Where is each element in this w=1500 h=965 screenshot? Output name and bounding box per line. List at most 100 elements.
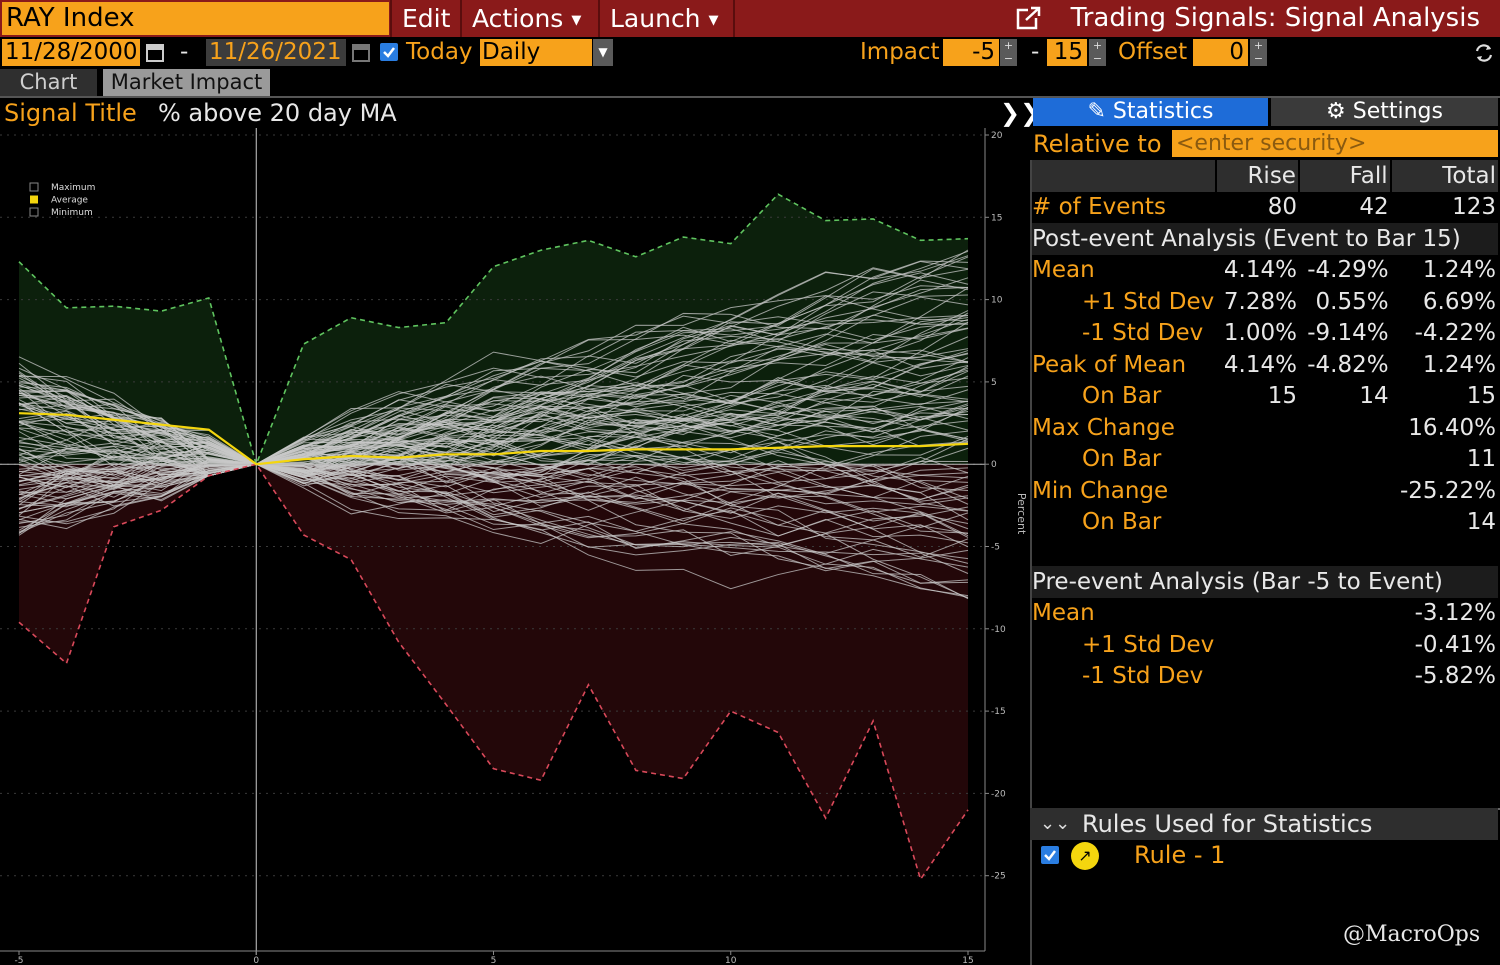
app-title: Trading Signals: Signal Analysis xyxy=(1070,3,1480,33)
fall-value xyxy=(1299,412,1391,444)
event-path-line xyxy=(18,457,969,597)
event-path-line xyxy=(18,402,969,489)
y-tick-label: -15 xyxy=(991,707,1006,717)
table-row: On Bar 11 xyxy=(1030,444,1498,476)
tab-market-impact[interactable]: Market Impact xyxy=(103,69,270,96)
event-path-line xyxy=(18,445,969,574)
table-row: On Bar 15 14 15 xyxy=(1030,381,1498,413)
y-tick-label: 10 xyxy=(991,296,1003,306)
impact-from-input[interactable]: -5 xyxy=(943,39,999,66)
calendar-icon[interactable] xyxy=(352,42,370,62)
today-checkbox[interactable] xyxy=(380,43,398,61)
column-header-total: Total xyxy=(1389,160,1498,192)
tab-settings[interactable]: ⚙ Settings xyxy=(1271,98,1498,126)
rise-value xyxy=(1216,475,1299,507)
table-row: Mean 4.14% -4.29% 1.24% xyxy=(1030,255,1498,287)
chevron-down-icon[interactable]: ⌄⌄ xyxy=(1040,813,1071,834)
checkmark-icon xyxy=(1044,850,1056,861)
start-date-input[interactable]: 11/28/2000 xyxy=(2,39,140,66)
refresh-icon[interactable] xyxy=(1473,42,1495,64)
event-path-line xyxy=(18,345,969,465)
market-impact-chart: 20 15 10 5 0 -5 -10 -15 -20 -25 Percent -5 0 5 10 15 Max… xyxy=(0,128,1028,965)
event-path-line xyxy=(18,445,969,572)
impact-to-input[interactable]: 15 xyxy=(1047,39,1087,66)
event-path-line xyxy=(18,431,969,555)
table-header-row: Rise Fall Total xyxy=(1030,160,1498,192)
table-row: Max Change 16.40% xyxy=(1030,412,1498,444)
tab-statistics-label: Statistics xyxy=(1112,99,1214,124)
event-path-line xyxy=(18,272,969,488)
legend-label: Average xyxy=(51,196,88,206)
row-label: +1 Std Dev xyxy=(1082,631,1215,658)
impact-from-stepper[interactable]: + − xyxy=(1000,39,1017,66)
relative-security-input[interactable]: <enter security> xyxy=(1172,130,1498,157)
row-label: -1 Std Dev xyxy=(1082,663,1204,690)
launch-menu[interactable]: Launch ▼ xyxy=(600,0,729,37)
edit-menu[interactable]: Edit xyxy=(392,0,460,37)
signal-title-value: % above 20 day MA xyxy=(158,99,397,127)
tab-chart[interactable]: Chart xyxy=(0,69,97,96)
end-date-input[interactable]: 11/26/2021 xyxy=(206,39,346,66)
gear-icon: ⚙ xyxy=(1326,99,1346,124)
launch-menu-label: Launch xyxy=(610,4,701,33)
header-blank xyxy=(1030,160,1217,192)
fall-value xyxy=(1299,598,1391,630)
rules-header: Rules Used for Statistics xyxy=(1030,808,1498,840)
row-label: Max Change xyxy=(1032,414,1175,441)
fall-value xyxy=(1299,444,1391,476)
actions-menu[interactable]: Actions ▼ xyxy=(462,0,591,37)
event-path-line xyxy=(18,413,969,525)
event-path-line xyxy=(18,380,969,502)
event-path-line xyxy=(18,455,969,530)
y-tick-label: -10 xyxy=(991,625,1006,635)
total-value: -0.41% xyxy=(1414,631,1496,658)
event-path-line xyxy=(18,352,969,465)
event-path-line xyxy=(18,328,969,465)
event-path-line xyxy=(18,394,969,507)
total-value: 1.24% xyxy=(1422,351,1496,378)
calendar-icon[interactable] xyxy=(146,42,164,62)
offset-stepper[interactable]: + − xyxy=(1250,39,1267,66)
section-header-row: Post-event Analysis (Event to Bar 15) xyxy=(1030,223,1498,255)
event-path-line xyxy=(18,458,969,537)
y-axis-label: Percent xyxy=(1015,493,1028,535)
event-path-line xyxy=(18,314,969,469)
legend-swatch xyxy=(29,207,39,217)
row-label: -1 Std Dev xyxy=(1082,320,1204,347)
relative-to-label: Relative to xyxy=(1033,130,1162,158)
fall-value: -9.14% xyxy=(1307,320,1389,347)
rule-checkbox[interactable] xyxy=(1041,846,1059,864)
event-path-line xyxy=(18,459,969,584)
rise-value: 7.28% xyxy=(1223,288,1297,315)
frequency-select[interactable]: Daily xyxy=(480,39,592,66)
external-window-icon[interactable] xyxy=(1016,6,1042,30)
offset-input[interactable]: 0 xyxy=(1193,39,1248,66)
rise-value xyxy=(1216,629,1299,661)
maximum-series-line xyxy=(18,193,969,467)
total-value: 14 xyxy=(1466,509,1496,536)
rule-label[interactable]: Rule - 1 xyxy=(1134,841,1226,869)
post-event-rows: Mean 4.14% -4.29% 1.24% +1 Std Dev 7.28% 0.55%… xyxy=(1030,255,1498,539)
event-path-line xyxy=(18,416,969,492)
table-row: -1 Std Dev 1.00% -9.14% -4.22% xyxy=(1030,318,1498,350)
date-separator: - xyxy=(180,39,189,65)
tab-statistics[interactable]: ✎ Statistics xyxy=(1033,98,1268,126)
rule-signal-icon[interactable]: ↗ xyxy=(1071,842,1099,870)
panel-divider xyxy=(1030,160,1032,965)
event-path-line xyxy=(18,250,969,493)
fall-value: 0.55% xyxy=(1315,288,1389,315)
dropdown-icon[interactable]: ▼ xyxy=(593,39,613,66)
caret-down-icon: ▼ xyxy=(708,12,719,28)
checkmark-icon xyxy=(383,47,395,58)
min-area-fill xyxy=(19,464,968,880)
row-label: Mean xyxy=(1032,600,1095,627)
impact-to-stepper[interactable]: + − xyxy=(1089,39,1106,66)
table-row: Min Change -25.22% xyxy=(1030,475,1498,507)
security-input[interactable]: RAY Index xyxy=(2,2,389,35)
event-path-line xyxy=(18,370,969,476)
post-event-title: Post-event Analysis (Event to Bar 15) xyxy=(1030,223,1498,255)
y-tick-label: 0 xyxy=(991,460,997,470)
table-row: # of Events 80 42 123 xyxy=(1030,192,1498,224)
y-tick-label: 20 xyxy=(991,131,1003,141)
row-label: Mean xyxy=(1032,257,1095,284)
